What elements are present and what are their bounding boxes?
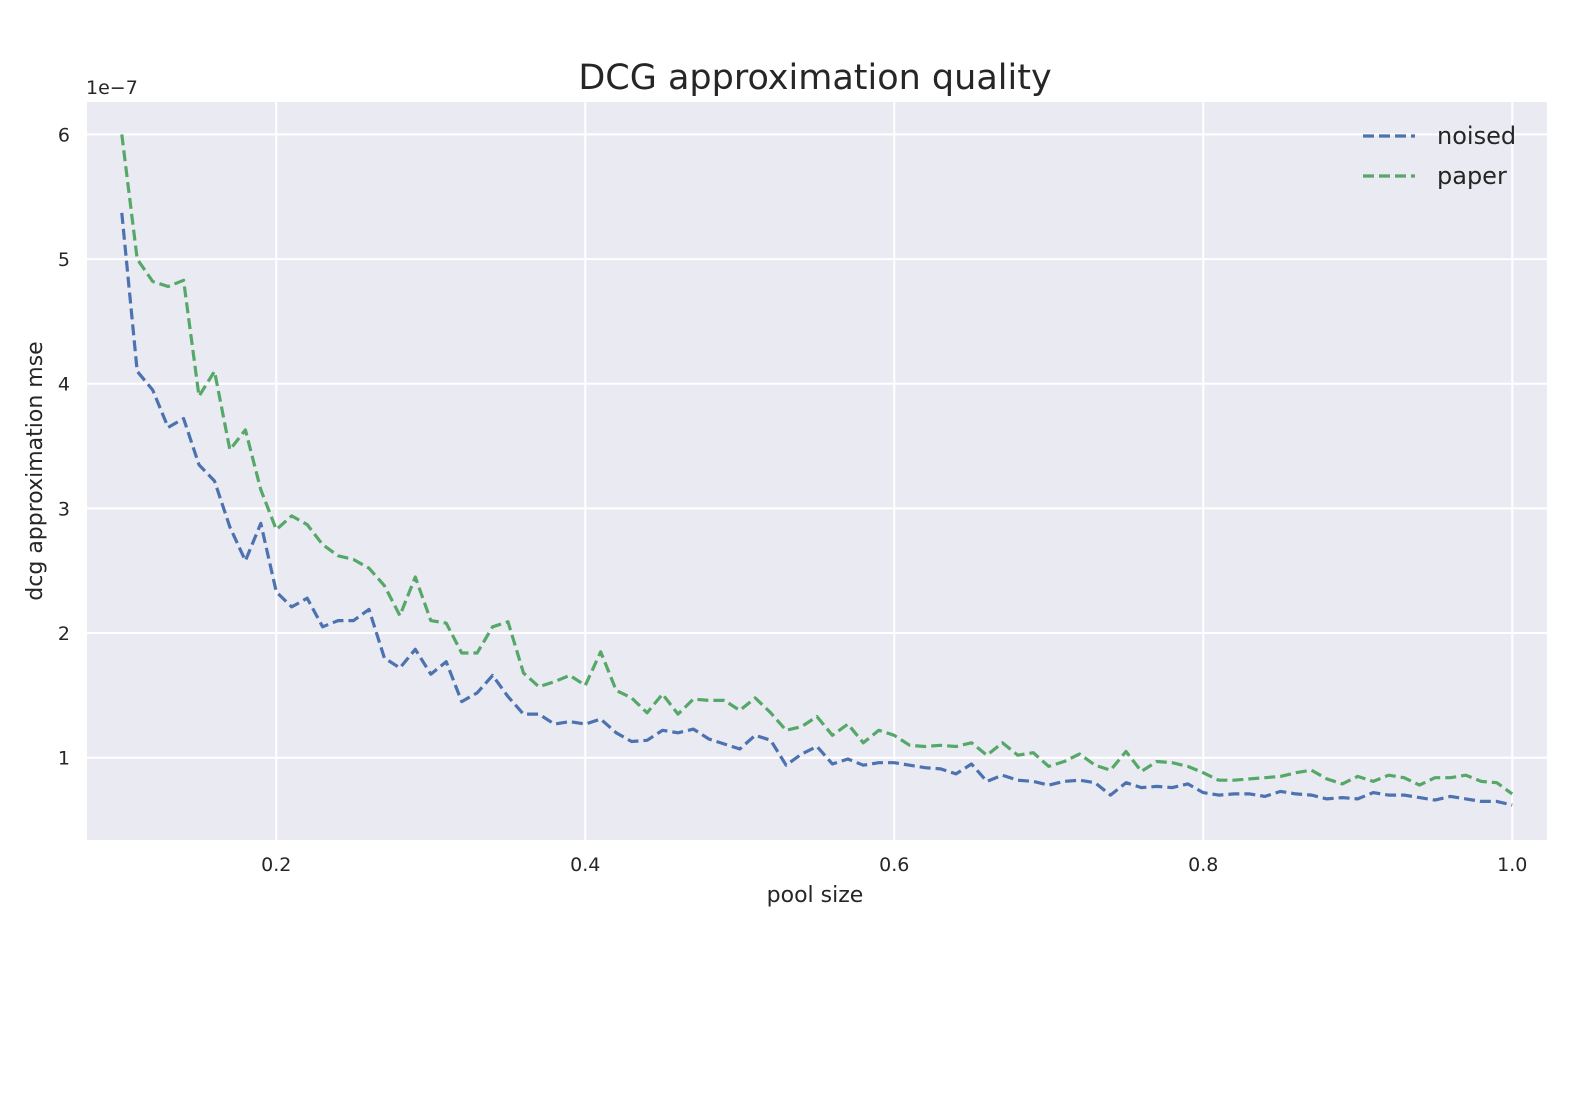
plot-area (87, 102, 1547, 840)
x-tick-label: 0.6 (879, 854, 909, 876)
x-tick-label: 0.8 (1188, 854, 1218, 876)
chart-title: DCG approximation quality (578, 58, 1051, 98)
y-ticks: 1 2 3 4 5 6 (58, 124, 70, 769)
x-ticks: 0.2 0.4 0.6 0.8 1.0 (261, 854, 1527, 876)
y-offset-label: 1e−7 (86, 77, 138, 99)
legend-label-noised: noised (1437, 122, 1516, 150)
y-axis-label: dcg approximation mse (23, 341, 48, 600)
x-tick-label: 0.4 (570, 854, 600, 876)
grid (87, 102, 1547, 840)
y-tick-label: 2 (58, 623, 70, 645)
y-tick-label: 4 (58, 374, 70, 396)
y-tick-label: 6 (58, 124, 70, 146)
x-axis-label: pool size (767, 883, 864, 908)
y-tick-label: 1 (58, 748, 70, 770)
x-tick-label: 1.0 (1497, 854, 1527, 876)
legend-label-paper: paper (1437, 162, 1507, 190)
series-line-paper (120, 134, 1514, 796)
series-line-noised (120, 212, 1513, 807)
x-tick-label: 0.2 (261, 854, 291, 876)
legend: noised paper (1363, 122, 1516, 190)
y-tick-label: 3 (58, 498, 70, 520)
series-group (120, 134, 1514, 807)
y-tick-label: 5 (58, 249, 70, 271)
